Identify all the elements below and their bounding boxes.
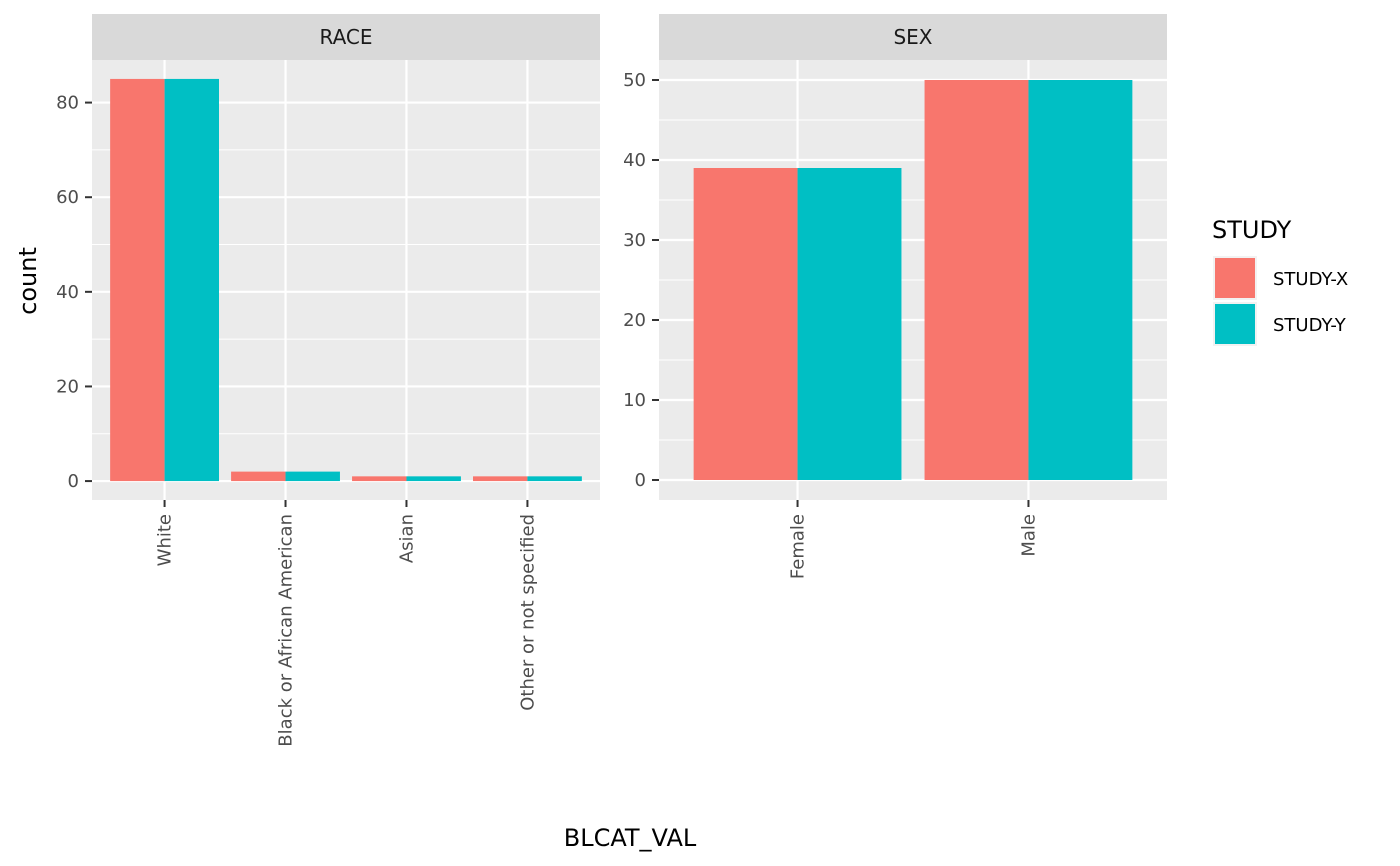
strip-bg [92,14,600,60]
bar-study-y-black-or-african-american [285,471,340,482]
y-tick-label: 20 [623,310,646,331]
panel-race: RACE 0 20 40 60 80 White Black or African Ameri… [56,14,600,747]
y-tick-label: 50 [623,70,646,91]
legend-swatch-study-y [1215,304,1255,344]
bar-study-y-other-or-not-specified [527,476,582,482]
legend-label-study-y: STUDY-Y [1273,315,1347,336]
bar-study-x-black-or-african-american [231,471,286,482]
x-tick-label: Black or African American [276,514,297,747]
bar-study-x-male [924,80,1029,480]
x-axis-title: BLCAT_VAL [564,824,697,852]
legend-label-study-x: STUDY-X [1273,269,1348,290]
x-tick-label: White [155,514,176,566]
y-axis-title: count [14,247,42,315]
bar-study-x-asian [352,476,407,482]
bar-study-x-other-or-not-specified [473,476,528,482]
legend-title: STUDY [1212,216,1292,244]
y-tick-label: 40 [56,282,79,303]
y-tick-label: 30 [623,230,646,251]
y-tick-label: 0 [635,470,646,491]
y-tick-label: 40 [623,150,646,171]
strip-bg [659,14,1167,60]
y-tick-label: 60 [56,187,79,208]
bar-study-y-female [797,168,902,480]
bar-study-y-white [164,78,219,482]
strip-label: RACE [319,25,372,49]
bar-study-y-male [1028,80,1133,480]
panel-sex: SEX 0 10 20 30 40 50 Female Male [623,14,1167,579]
bar-study-x-white [110,78,165,482]
y-tick-label: 10 [623,390,646,411]
bar-study-x-female [693,168,798,480]
legend-items: STUDY-X STUDY-Y [1213,256,1348,346]
bar-study-y-asian [406,476,461,482]
panels-layer: RACE 0 20 40 60 80 White Black or African Ameri… [56,14,1167,747]
x-tick-label: Male [1018,514,1039,557]
y-tick-label: 20 [56,376,79,397]
strip-label: SEX [893,25,932,49]
x-tick-label: Asian [396,514,417,563]
legend: STUDY STUDY-X STUDY-Y [1212,216,1348,346]
legend-swatch-study-x [1215,258,1255,298]
y-tick-label: 80 [56,93,79,114]
x-tick-label: Female [788,514,809,579]
y-tick-label: 0 [68,471,79,492]
x-tick-label: Other or not specified [517,514,538,711]
